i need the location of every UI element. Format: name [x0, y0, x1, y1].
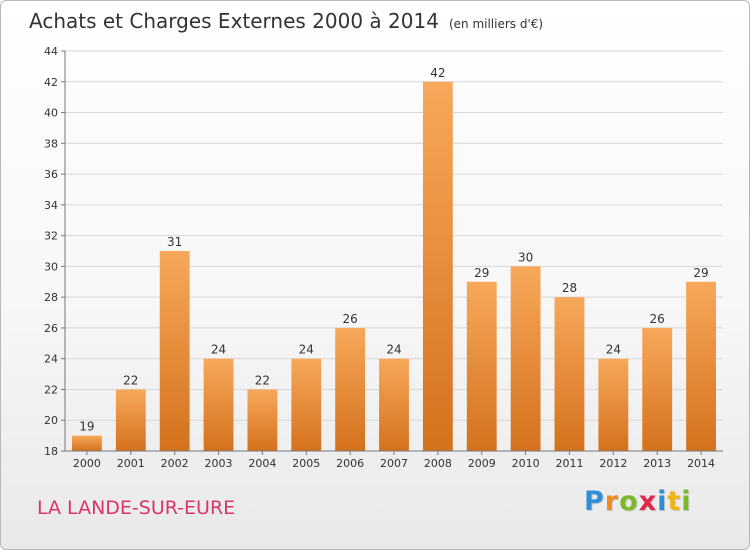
logo-letter: r	[604, 486, 620, 517]
x-tick-label: 2009	[468, 457, 496, 470]
data-label: 24	[606, 343, 621, 357]
logo-letter: P	[584, 486, 605, 517]
y-tick-label: 20	[44, 414, 58, 427]
data-label: 19	[79, 420, 94, 434]
y-tick-label: 32	[44, 230, 58, 243]
data-label: 42	[430, 66, 445, 80]
x-tick-label: 2003	[205, 457, 233, 470]
chart-title-text: Achats et Charges Externes 2000 à 2014	[29, 9, 439, 33]
data-label: 22	[255, 373, 270, 387]
commune-name: LA LANDE-SUR-EURE	[37, 497, 236, 519]
chart-title: Achats et Charges Externes 2000 à 2014 (e…	[29, 9, 543, 33]
x-tick-label: 2007	[380, 457, 408, 470]
logo-letter: o	[619, 486, 639, 517]
x-tick-label: 2012	[599, 457, 627, 470]
data-label: 29	[693, 266, 708, 280]
y-tick-label: 28	[44, 291, 58, 304]
y-tick-label: 26	[44, 322, 58, 335]
data-label: 28	[562, 281, 577, 295]
y-tick-label: 42	[44, 76, 58, 89]
bar	[466, 281, 497, 451]
bar	[642, 327, 673, 451]
data-label: 22	[123, 373, 138, 387]
y-tick-label: 30	[44, 260, 58, 273]
bar	[335, 327, 366, 451]
x-tick-label: 2010	[512, 457, 540, 470]
data-label: 29	[474, 266, 489, 280]
bars	[72, 81, 716, 452]
logo-letter: i	[657, 486, 668, 517]
y-tick-label: 24	[44, 353, 58, 366]
x-tick-label: 2014	[687, 457, 715, 470]
x-tick-label: 2006	[336, 457, 364, 470]
bar	[422, 81, 453, 452]
data-label: 24	[211, 343, 226, 357]
bar	[247, 389, 278, 451]
chart-unit: (en milliers d'€)	[448, 17, 544, 31]
logo-letter: i	[681, 486, 692, 517]
x-tick-label: 2013	[643, 457, 671, 470]
bar	[379, 358, 409, 451]
proxiti-logo: Proxiti	[584, 486, 692, 517]
x-tick-label: 2005	[292, 457, 320, 470]
bar	[203, 358, 234, 451]
bar	[598, 358, 629, 451]
bar	[686, 281, 716, 451]
data-label: 24	[386, 343, 401, 357]
logo-letter: t	[667, 486, 682, 517]
bar	[554, 297, 585, 451]
x-tick-label: 2002	[161, 457, 189, 470]
y-tick-label: 40	[44, 107, 58, 120]
y-tick-label: 36	[44, 168, 58, 181]
x-tick-label: 2000	[73, 457, 101, 470]
bar	[72, 435, 102, 451]
y-tick-label: 34	[44, 199, 58, 212]
bar	[115, 389, 146, 451]
labels: 18 20 22 24 26 28 30 32 34 36 38 40 42 44 2000 19 2001 22…	[44, 45, 715, 470]
axes	[61, 50, 723, 455]
x-tick-label: 2004	[248, 457, 276, 470]
bar	[291, 358, 322, 451]
x-tick-label: 2008	[424, 457, 452, 470]
data-label: 30	[518, 250, 533, 264]
y-tick-label: 44	[44, 45, 58, 58]
y-tick-label: 18	[44, 445, 58, 458]
y-tick-label: 22	[44, 383, 58, 396]
data-label: 26	[650, 312, 665, 326]
x-tick-label: 2001	[117, 457, 145, 470]
x-tick-label: 2011	[555, 457, 583, 470]
logo-letter: x	[638, 486, 658, 517]
data-label: 26	[342, 312, 357, 326]
bar	[159, 251, 190, 451]
bar	[510, 266, 541, 451]
data-label: 24	[299, 343, 314, 357]
y-tick-label: 38	[44, 137, 58, 150]
data-label: 31	[167, 235, 182, 249]
